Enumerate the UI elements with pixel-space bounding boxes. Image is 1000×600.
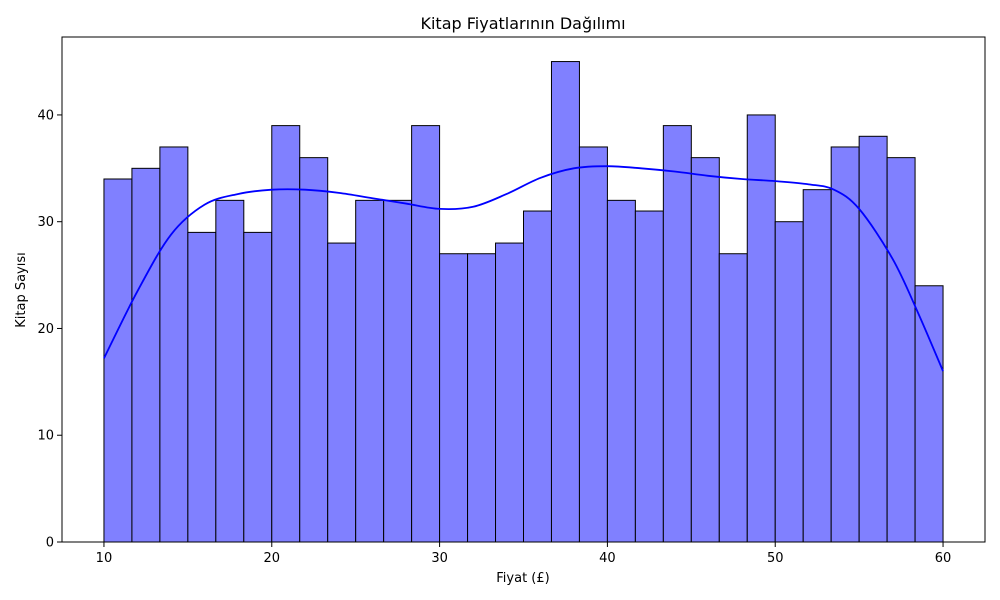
x-axis-ticks: 10 20 30 40 50 60 <box>96 542 952 566</box>
x-tick-label: 50 <box>767 551 784 566</box>
histogram-bar <box>215 199 245 543</box>
histogram-bar <box>830 146 860 543</box>
histogram-bar <box>802 189 832 543</box>
x-tick-label: 40 <box>599 551 616 566</box>
bars-group <box>103 61 944 543</box>
histogram-bar <box>103 178 133 543</box>
histogram-bar <box>159 146 189 543</box>
histogram-bar <box>746 114 776 543</box>
histogram-bar <box>327 242 357 543</box>
histogram-bar <box>271 125 301 543</box>
histogram-bar <box>187 231 217 543</box>
histogram-bar <box>606 199 636 543</box>
histogram-bar <box>886 157 916 543</box>
kde-line <box>103 165 944 372</box>
histogram-bar <box>718 253 748 543</box>
x-tick-label: 30 <box>431 551 448 566</box>
x-tick-label: 60 <box>935 551 952 566</box>
x-tick-label: 10 <box>96 551 113 566</box>
histogram-bar <box>578 146 608 543</box>
histogram-bar <box>495 242 524 543</box>
histogram-bar <box>774 221 804 543</box>
histogram-bar <box>634 210 664 543</box>
histogram-bar <box>383 199 413 543</box>
y-axis-label: Kitap Sayısı <box>14 252 29 328</box>
histogram-bar <box>243 231 273 543</box>
y-tick-label: 40 <box>37 108 54 123</box>
x-axis-label: Fiyat (£) <box>496 571 549 586</box>
chart-title: Kitap Fiyatlarının Dağılımı <box>420 14 625 33</box>
histogram-bar <box>439 253 469 543</box>
histogram-bar <box>411 125 441 543</box>
histogram-bar <box>523 210 552 543</box>
histogram-bar <box>131 167 161 543</box>
y-tick-label: 20 <box>37 322 54 337</box>
histogram-bar <box>355 199 385 543</box>
histogram-bar <box>299 157 329 543</box>
histogram-bar <box>467 253 497 543</box>
y-axis-ticks: 0 10 20 30 40 <box>37 108 62 551</box>
histogram-bar <box>858 135 888 543</box>
histogram-bar <box>662 125 692 543</box>
y-tick-label: 10 <box>37 429 54 444</box>
y-tick-label: 0 <box>46 536 54 551</box>
x-tick-label: 20 <box>263 551 280 566</box>
histogram-bar <box>914 285 944 543</box>
histogram-bar <box>550 61 580 543</box>
plot-frame <box>61 36 986 543</box>
y-tick-label: 30 <box>37 215 54 230</box>
histogram-bar <box>690 157 720 543</box>
